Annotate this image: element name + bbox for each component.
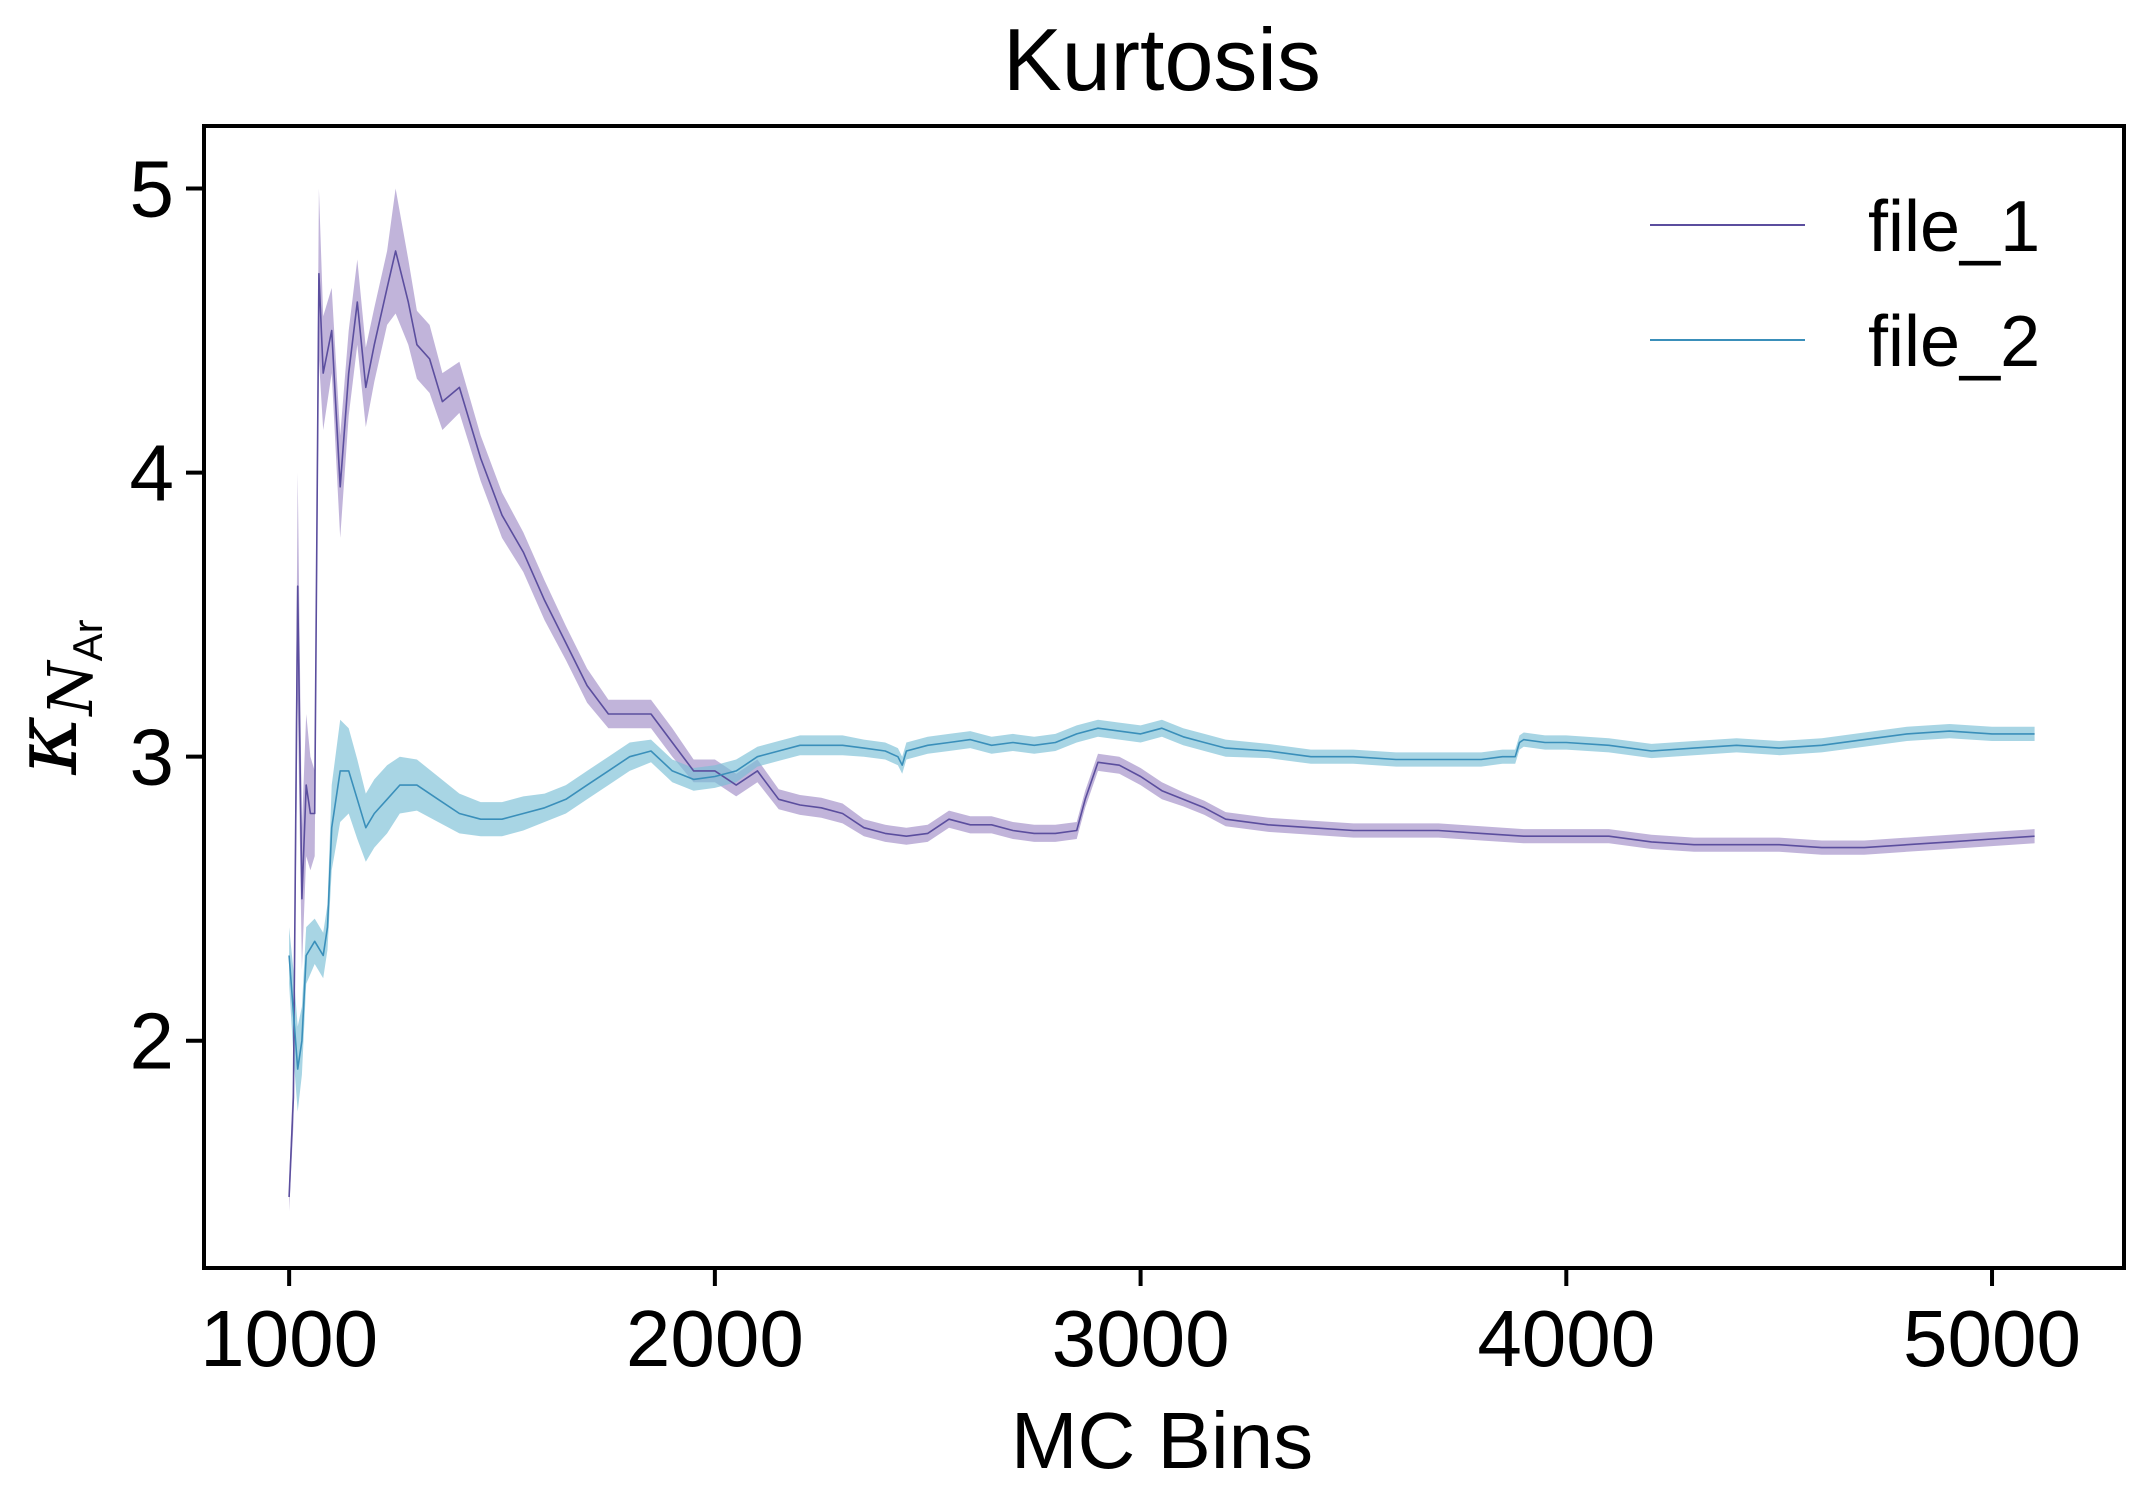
svg-text:κNAr: κNAr xyxy=(0,619,111,775)
series-2-line xyxy=(288,727,2035,1070)
series-1-line xyxy=(288,250,2035,1198)
x-tick-label: 4000 xyxy=(1477,1294,1655,1383)
y-tick-label: 2 xyxy=(130,997,175,1086)
y-label-symbol: κ xyxy=(0,716,98,776)
x-tick-label: 1000 xyxy=(200,1294,378,1383)
series-2-error-band xyxy=(289,719,2035,1112)
plot-frame xyxy=(202,124,2126,1270)
x-axis-label: MC Bins xyxy=(1011,1396,1313,1485)
x-tick-label: 3000 xyxy=(1052,1294,1230,1383)
y-label-subsubscript: Ar xyxy=(64,619,111,661)
y-label-subscript: N xyxy=(34,659,107,718)
x-axis: 1000 2000 3000 4000 5000 xyxy=(200,1268,2081,1383)
legend-label-file_1: file_1 xyxy=(1868,187,2040,267)
legend-label-file_2: file_2 xyxy=(1868,302,2040,382)
x-tick-label: 5000 xyxy=(1903,1294,2081,1383)
plot-area xyxy=(288,188,2035,1212)
x-tick-label: 2000 xyxy=(626,1294,804,1383)
legend: file_1 file_2 xyxy=(1650,187,2040,382)
y-tick-label: 5 xyxy=(130,144,175,233)
y-tick-label: 3 xyxy=(130,713,175,802)
y-axis: 2 3 4 5 xyxy=(130,144,204,1086)
series-1-error-band xyxy=(289,188,2035,1212)
y-tick-label: 4 xyxy=(130,429,175,518)
y-axis-label: κNAr xyxy=(0,619,111,775)
chart-title: Kurtosis xyxy=(1003,10,1321,109)
